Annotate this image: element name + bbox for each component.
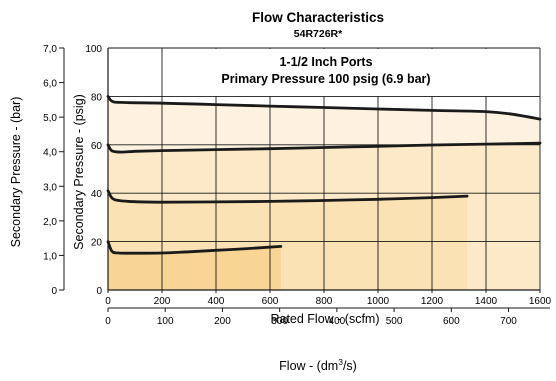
x-tick-label-0: 0 [105, 296, 111, 307]
x2-tick-label-0: 0 [105, 316, 111, 327]
x-tick-label-1: 200 [154, 296, 171, 307]
annotation-box [164, 49, 489, 96]
flow-curves [106, 95, 542, 255]
annotation-line-1: 1-1/2 Inch Ports [279, 55, 372, 69]
x-tick-label-8: 1600 [529, 296, 552, 307]
y-tick-label-0: 0 [96, 286, 102, 297]
annotation-line-2: Primary Pressure 100 psig (6.9 bar) [221, 72, 430, 86]
x-tick-label-4: 800 [316, 296, 333, 307]
x2-axis-label: Flow - (dm3/s) [279, 357, 357, 373]
x-tick-label-7: 1400 [475, 296, 498, 307]
series-line-2 [106, 141, 542, 154]
x-axis-label: Rated Flow - (scfm) [270, 312, 379, 326]
y2-tick-label-1: 1,0 [43, 251, 57, 262]
x-tick-label-2: 400 [208, 296, 225, 307]
y-axis-label: Secondary Pressure - (psig) [72, 94, 86, 250]
y2-tick-label-6: 6,0 [43, 79, 57, 90]
chart-subtitle: 54R726R* [294, 28, 343, 40]
series-line-1 [106, 189, 469, 204]
series-line-3 [106, 95, 542, 121]
y2-tick-label-2: 2,0 [43, 217, 57, 228]
x2-tick-label-1: 100 [157, 316, 174, 327]
y-tick-label-3: 60 [91, 141, 103, 152]
x-tick-label-6: 1200 [421, 296, 444, 307]
y2-tick-label-5: 5,0 [43, 113, 57, 124]
x2-axis-label-suffix: /s) [343, 359, 357, 373]
y-tick-label-4: 80 [91, 92, 103, 103]
x2-tick-label-5: 500 [386, 316, 403, 327]
x-tick-label-3: 600 [262, 296, 279, 307]
y2-tick-label-0: 0 [51, 286, 57, 297]
x2-tick-label-2: 200 [214, 316, 231, 327]
y2-tick-label-7: 7,0 [43, 44, 57, 55]
y-tick-label-2: 40 [91, 189, 103, 200]
x2-tick-label-7: 700 [500, 316, 517, 327]
x-tick-label-5: 1000 [367, 296, 390, 307]
axes: 0 200 400 600 800 1000 1200 1400 160002040608010… [43, 44, 551, 327]
y-tick-label-5: 100 [85, 44, 102, 55]
x2-tick-label-6: 600 [443, 316, 460, 327]
x2-axis-label-prefix: Flow - (dm [279, 359, 338, 373]
y2-axis-label: Secondary Pressure - (bar) [9, 97, 23, 248]
x2-tick-label-4: 400 [329, 316, 346, 327]
series-line-0 [106, 240, 283, 255]
chart-title: Flow Characteristics [252, 10, 384, 25]
x2-tick-label-3: 300 [271, 316, 288, 327]
x2-axis-label-sup: 3 [338, 357, 343, 367]
y2-tick-label-4: 4,0 [43, 148, 57, 159]
y-tick-label-1: 20 [91, 238, 103, 249]
y2-tick-label-3: 3,0 [43, 182, 57, 193]
